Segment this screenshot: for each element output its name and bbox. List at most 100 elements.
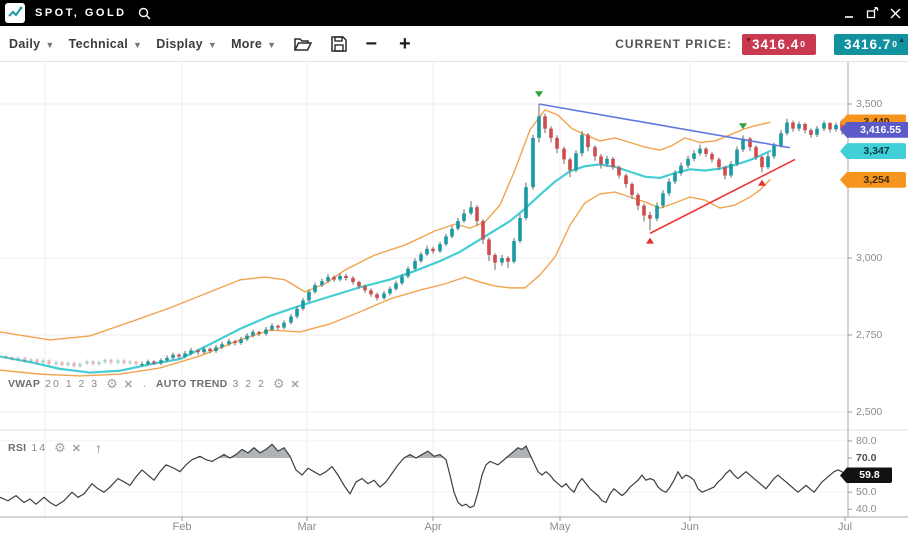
rsi-remove-icon[interactable]: ✕ [71, 442, 81, 455]
candle-body [580, 134, 584, 154]
candle-body [116, 360, 120, 363]
candle-body [23, 357, 27, 362]
price-axis-label: 2,500 [856, 406, 883, 418]
candle-body [245, 335, 249, 340]
candle-body [196, 350, 200, 353]
menu-timeframe[interactable]: Daily ▼ [9, 37, 55, 51]
candle-body [152, 361, 156, 364]
candle-body [264, 329, 268, 334]
menu-more[interactable]: More ▼ [231, 37, 276, 51]
candle-body [704, 148, 708, 154]
candle-body [109, 359, 113, 363]
rsi-expand-arrow-icon[interactable]: ↑ [94, 440, 102, 456]
candle-body [772, 145, 776, 157]
candle-body [91, 361, 95, 365]
vwap-legend-params: 20 1 2 3 [45, 378, 100, 390]
legend-separator-dot: . [142, 378, 146, 390]
rsi-legend-params: 14 [31, 442, 48, 454]
open-file-icon[interactable] [294, 36, 313, 52]
menu-technical[interactable]: Technical ▼ [69, 37, 143, 51]
candle-body [134, 361, 138, 365]
candle-body [227, 341, 231, 345]
candle-body [239, 339, 243, 344]
candle-body [41, 360, 45, 363]
search-icon[interactable] [137, 6, 152, 21]
candle-body [171, 354, 175, 358]
candle-body [438, 244, 442, 252]
candle-body [673, 173, 677, 182]
candle-body [413, 261, 417, 269]
candle-body [605, 158, 609, 165]
close-button[interactable] [888, 6, 902, 20]
candle-body [741, 138, 745, 150]
candle-body [642, 205, 646, 216]
candle-body [555, 137, 559, 149]
current-price-group: CURRENT PRICE: ▼ 3416.4 0 3416.7 0 ▲ [615, 26, 908, 62]
candle-body [332, 277, 336, 280]
candle-body [624, 175, 628, 185]
candle-body [717, 159, 721, 168]
candle-body [257, 331, 261, 334]
candle-body [369, 290, 373, 295]
candle-body [4, 355, 8, 358]
candle-body [735, 149, 739, 165]
arrow-up-icon: ▲ [898, 36, 906, 44]
candle-body [159, 360, 163, 364]
candle-body [611, 158, 615, 168]
candle-body [140, 363, 144, 366]
candle-body [723, 167, 727, 176]
candle-body [710, 153, 714, 160]
menu-timeframe-label: Daily [9, 36, 41, 51]
restore-button[interactable] [865, 6, 879, 20]
candle-body [686, 158, 690, 166]
candle-body [85, 361, 89, 364]
autotrend-settings-gear-icon[interactable]: ⚙ [272, 376, 285, 391]
candle-body [599, 156, 603, 165]
candle-body [667, 181, 671, 194]
vwap-remove-icon[interactable]: ✕ [123, 378, 133, 391]
candle-body [338, 275, 342, 280]
zoom-out-button[interactable]: − [365, 32, 378, 55]
candle-body [512, 241, 516, 262]
candle-body [220, 344, 224, 348]
menu-technical-label: Technical [68, 36, 129, 51]
candle-body [425, 248, 429, 255]
menu-display[interactable]: Display ▼ [156, 37, 217, 51]
candle-body [822, 123, 826, 129]
rsi-value-badge: 59.8 [840, 467, 892, 484]
zoom-in-button[interactable]: + [399, 32, 411, 55]
candle-body [307, 291, 311, 301]
autotrend-remove-icon[interactable]: ✕ [290, 378, 300, 391]
candle-body [834, 124, 838, 130]
rsi-settings-gear-icon[interactable]: ⚙ [54, 440, 66, 455]
candle-body [326, 277, 330, 282]
pivot-high-marker [739, 123, 747, 130]
candle-body [506, 258, 510, 262]
candle-body [500, 258, 504, 263]
candle-body [493, 254, 497, 263]
time-axis-label: Apr [424, 521, 442, 533]
candle-body [549, 128, 553, 138]
candle-body [35, 359, 39, 363]
menu-more-label: More [231, 36, 263, 51]
app-logo-icon [5, 3, 25, 23]
candle-body [351, 278, 355, 283]
current-price-label: CURRENT PRICE: [615, 37, 732, 51]
vwap-settings-gear-icon[interactable]: ⚙ [106, 376, 118, 391]
candle-body [791, 122, 795, 129]
candle-body [406, 268, 410, 277]
candle-body [760, 156, 764, 168]
candle-body [146, 361, 150, 364]
pivot-low-marker [758, 179, 766, 186]
price-axis-badge: 3,254 [840, 171, 906, 188]
save-icon[interactable] [331, 35, 348, 52]
candle-body [431, 248, 435, 252]
toolbar: Daily ▼ Technical ▼ Display ▼ More ▼ [0, 26, 908, 62]
window-controls [842, 0, 902, 26]
minimize-button[interactable] [842, 6, 856, 20]
candle-body [270, 325, 274, 330]
time-axis-label: Jul [837, 521, 853, 533]
candle-body [562, 148, 566, 160]
